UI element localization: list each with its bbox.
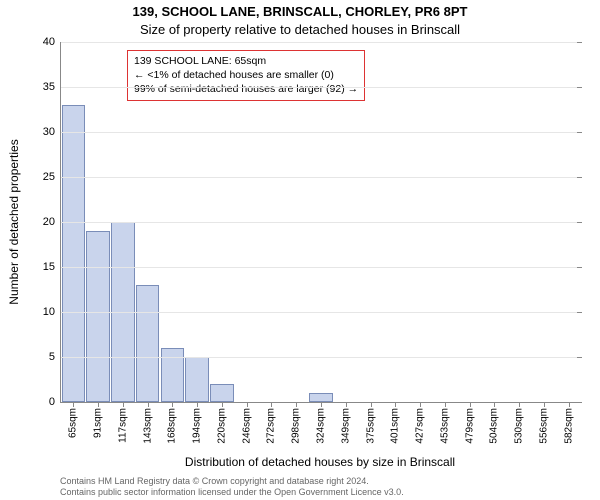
ytick-mark bbox=[577, 177, 582, 178]
xtick-mark bbox=[371, 402, 372, 407]
bar bbox=[86, 231, 110, 402]
xtick-mark bbox=[321, 402, 322, 407]
xtick-mark bbox=[569, 402, 570, 407]
grid-line bbox=[61, 87, 581, 88]
ytick-label: 0 bbox=[49, 396, 55, 408]
title-address: 139, SCHOOL LANE, BRINSCALL, CHORLEY, PR… bbox=[0, 4, 600, 19]
ytick-label: 5 bbox=[49, 351, 55, 363]
xtick-mark bbox=[395, 402, 396, 407]
ytick-label: 10 bbox=[43, 306, 55, 318]
y-axis-label: Number of detached properties bbox=[7, 139, 21, 304]
xtick-mark bbox=[346, 402, 347, 407]
ytick-mark bbox=[577, 222, 582, 223]
ytick-label: 40 bbox=[43, 36, 55, 48]
xtick-mark bbox=[470, 402, 471, 407]
ytick-mark bbox=[577, 87, 582, 88]
ytick-label: 15 bbox=[43, 261, 55, 273]
xtick-mark bbox=[73, 402, 74, 407]
xtick-label: 401sqm bbox=[390, 408, 401, 444]
xtick-label: 453sqm bbox=[439, 408, 450, 444]
plot-area: 139 SCHOOL LANE: 65sqm ← <1% of detached… bbox=[60, 42, 581, 403]
xtick-mark bbox=[222, 402, 223, 407]
xtick-label: 194sqm bbox=[192, 408, 203, 444]
xtick-label: 582sqm bbox=[563, 408, 574, 444]
xtick-label: 65sqm bbox=[68, 408, 79, 438]
xtick-label: 324sqm bbox=[316, 408, 327, 444]
grid-line bbox=[61, 357, 581, 358]
callout-line-1: 139 SCHOOL LANE: 65sqm bbox=[134, 54, 358, 68]
xtick-label: 375sqm bbox=[365, 408, 376, 444]
callout-line-2: ← <1% of detached houses are smaller (0) bbox=[134, 68, 358, 82]
attribution-line-2: Contains public sector information licen… bbox=[60, 487, 590, 498]
x-axis-label: Distribution of detached houses by size … bbox=[60, 455, 580, 469]
xtick-mark bbox=[445, 402, 446, 407]
attribution: Contains HM Land Registry data © Crown c… bbox=[60, 476, 590, 499]
callout-line-3: 99% of semi-detached houses are larger (… bbox=[134, 82, 358, 96]
grid-line bbox=[61, 312, 581, 313]
xtick-mark bbox=[197, 402, 198, 407]
xtick-label: 246sqm bbox=[241, 408, 252, 444]
xtick-mark bbox=[544, 402, 545, 407]
bar bbox=[185, 357, 209, 402]
xtick-mark bbox=[98, 402, 99, 407]
xtick-label: 272sqm bbox=[266, 408, 277, 444]
ytick-mark bbox=[577, 402, 582, 403]
ytick-label: 35 bbox=[43, 81, 55, 93]
ytick-mark bbox=[577, 132, 582, 133]
title-subtitle: Size of property relative to detached ho… bbox=[0, 22, 600, 37]
attribution-line-1: Contains HM Land Registry data © Crown c… bbox=[60, 476, 590, 487]
ytick-mark bbox=[577, 357, 582, 358]
xtick-mark bbox=[296, 402, 297, 407]
bar bbox=[309, 393, 333, 402]
grid-line bbox=[61, 42, 581, 43]
xtick-label: 117sqm bbox=[117, 408, 128, 443]
ytick-mark bbox=[577, 312, 582, 313]
grid-line bbox=[61, 222, 581, 223]
xtick-label: 168sqm bbox=[167, 408, 178, 444]
xtick-mark bbox=[519, 402, 520, 407]
ytick-label: 25 bbox=[43, 171, 55, 183]
grid-line bbox=[61, 267, 581, 268]
xtick-label: 298sqm bbox=[291, 408, 302, 444]
grid-line bbox=[61, 177, 581, 178]
xtick-label: 91sqm bbox=[93, 408, 104, 438]
xtick-label: 220sqm bbox=[216, 408, 227, 444]
xtick-mark bbox=[148, 402, 149, 407]
xtick-mark bbox=[271, 402, 272, 407]
bar bbox=[210, 384, 234, 402]
grid-line bbox=[61, 132, 581, 133]
ytick-label: 30 bbox=[43, 126, 55, 138]
xtick-mark bbox=[123, 402, 124, 407]
xtick-label: 479sqm bbox=[464, 408, 475, 444]
ytick-label: 20 bbox=[43, 216, 55, 228]
chart-container: 139, SCHOOL LANE, BRINSCALL, CHORLEY, PR… bbox=[0, 0, 600, 500]
ytick-mark bbox=[577, 267, 582, 268]
xtick-label: 143sqm bbox=[142, 408, 153, 444]
bar bbox=[136, 285, 160, 402]
xtick-mark bbox=[172, 402, 173, 407]
xtick-label: 556sqm bbox=[538, 408, 549, 444]
xtick-label: 349sqm bbox=[340, 408, 351, 444]
ytick-mark bbox=[577, 42, 582, 43]
xtick-label: 504sqm bbox=[489, 408, 500, 444]
xtick-mark bbox=[420, 402, 421, 407]
callout-box: 139 SCHOOL LANE: 65sqm ← <1% of detached… bbox=[127, 50, 365, 101]
xtick-label: 427sqm bbox=[415, 408, 426, 444]
xtick-mark bbox=[247, 402, 248, 407]
xtick-mark bbox=[494, 402, 495, 407]
xtick-label: 530sqm bbox=[514, 408, 525, 444]
